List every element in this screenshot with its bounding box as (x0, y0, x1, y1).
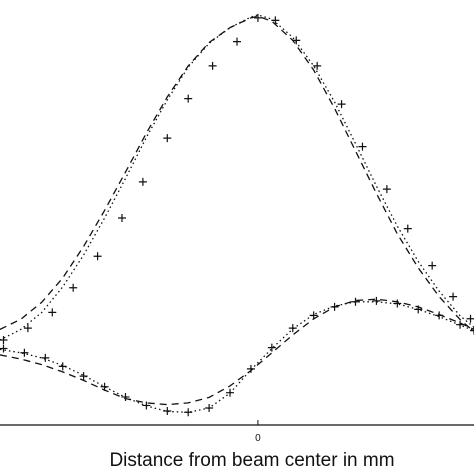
data-point-plus-marker (351, 297, 360, 306)
data-point-plus-marker (93, 252, 102, 261)
data-point-plus-marker (372, 296, 381, 305)
data-point-plus-marker (313, 61, 322, 70)
series-0-dashed-line (0, 15, 474, 332)
series-layer (0, 13, 474, 417)
data-point-plus-marker (41, 353, 50, 362)
data-point-plus-marker (69, 283, 78, 292)
data-point-plus-marker (163, 134, 172, 143)
data-point-plus-marker (100, 382, 109, 391)
data-point-plus-marker (23, 324, 32, 333)
data-point-plus-marker (330, 302, 339, 311)
data-point-plus-marker (292, 36, 301, 45)
data-point-plus-marker (253, 13, 262, 22)
data-point-plus-marker (117, 214, 126, 223)
data-point-plus-marker (470, 326, 474, 335)
data-point-plus-marker (208, 61, 217, 70)
data-point-plus-marker (358, 142, 367, 151)
data-point-plus-marker (184, 94, 193, 103)
data-point-plus-marker (449, 292, 458, 301)
data-point-plus-marker (414, 305, 423, 314)
data-point-plus-marker (403, 224, 412, 233)
data-point-plus-marker (246, 364, 255, 373)
data-point-plus-marker (0, 344, 8, 353)
data-point-plus-marker (163, 406, 172, 415)
data-point-plus-marker (205, 404, 214, 412)
series-2-markers (0, 13, 474, 344)
data-point-plus-marker (20, 348, 29, 357)
x-axis-label: Distance from beam center in mm (109, 450, 394, 471)
data-point-plus-marker (288, 324, 297, 333)
data-point-plus-marker (271, 16, 280, 25)
data-point-plus-marker (337, 100, 346, 109)
data-point-plus-marker (48, 308, 57, 317)
data-point-plus-marker (267, 343, 276, 352)
data-point-plus-marker (428, 261, 437, 270)
data-point-plus-marker (58, 362, 67, 371)
x-tick-label: 0 (255, 433, 261, 444)
data-point-plus-marker (393, 299, 402, 308)
data-point-plus-marker (121, 392, 130, 401)
data-point-plus-marker (435, 311, 444, 320)
series-3-dashed-line (0, 298, 474, 406)
data-point-plus-marker (226, 388, 235, 397)
data-point-plus-marker (309, 311, 318, 320)
x-tick-layer: 0 (255, 420, 261, 444)
data-point-plus-marker (138, 177, 147, 186)
data-point-plus-marker (79, 372, 88, 381)
data-point-plus-marker (233, 37, 241, 46)
data-point-plus-marker (184, 408, 193, 417)
data-point-plus-marker (466, 314, 474, 323)
data-point-plus-marker (0, 336, 8, 344)
data-point-plus-marker (142, 401, 151, 410)
data-point-plus-marker (382, 185, 391, 194)
data-point-plus-marker (456, 320, 465, 329)
series-5-markers (0, 296, 474, 417)
